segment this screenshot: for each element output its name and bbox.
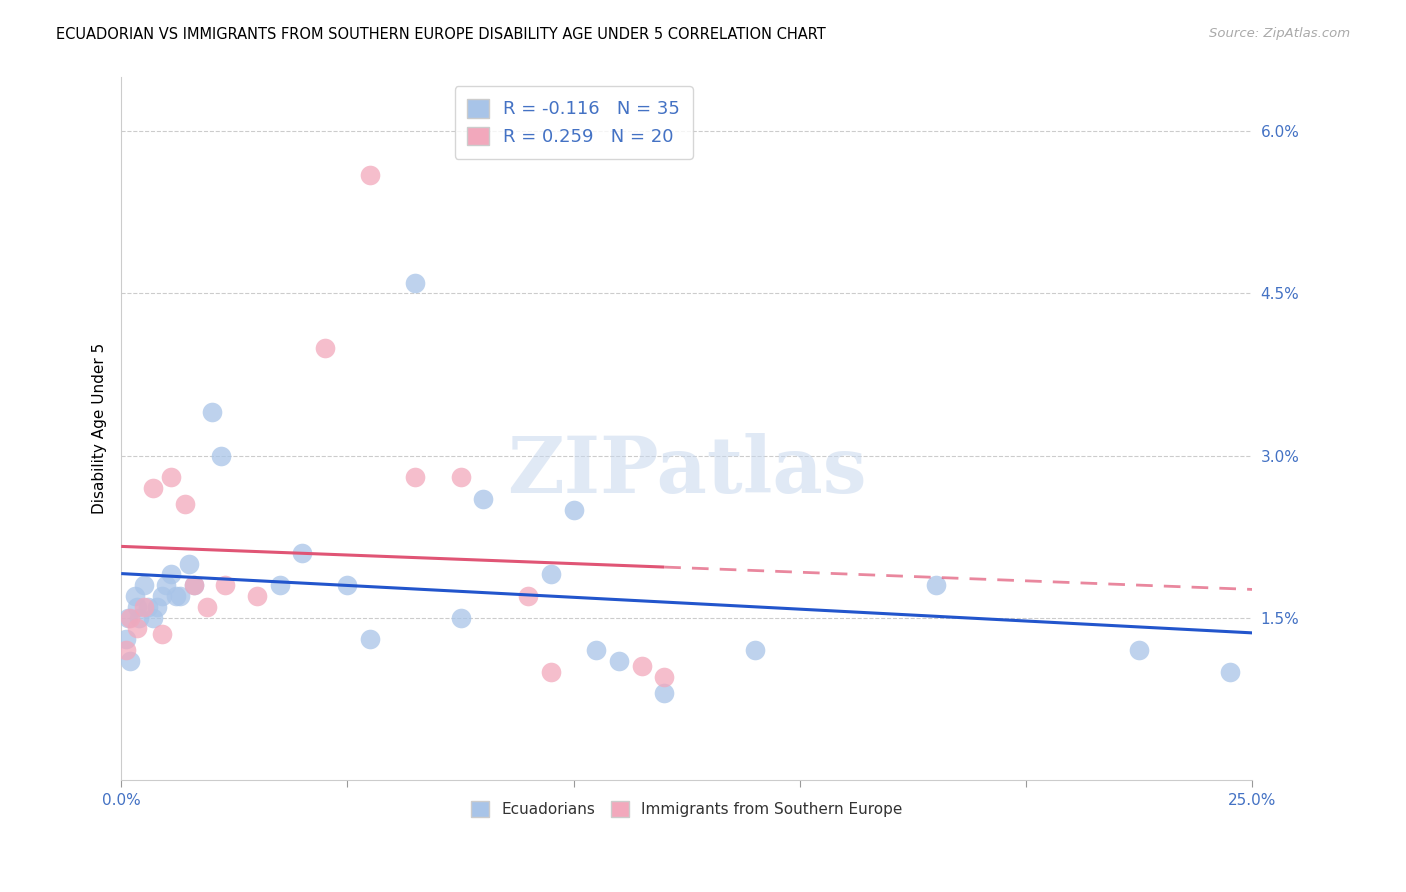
Point <box>540 665 562 679</box>
Point <box>246 589 269 603</box>
Point <box>177 557 200 571</box>
Point <box>652 686 675 700</box>
Point <box>336 578 359 592</box>
Point <box>209 449 232 463</box>
Point <box>132 599 155 614</box>
Point <box>517 589 540 603</box>
Point <box>1219 665 1241 679</box>
Point <box>142 481 165 495</box>
Point <box>128 610 150 624</box>
Point <box>404 470 426 484</box>
Legend: Ecuadorians, Immigrants from Southern Europe: Ecuadorians, Immigrants from Southern Eu… <box>464 793 910 824</box>
Point <box>183 578 205 592</box>
Point <box>160 567 183 582</box>
Point <box>117 610 139 624</box>
Point <box>125 621 148 635</box>
Point <box>150 589 173 603</box>
Point <box>450 470 472 484</box>
Point <box>150 627 173 641</box>
Y-axis label: Disability Age Under 5: Disability Age Under 5 <box>93 343 107 514</box>
Point <box>404 276 426 290</box>
Point <box>173 497 195 511</box>
Point <box>359 632 381 647</box>
Point <box>120 654 142 668</box>
Point <box>540 567 562 582</box>
Point <box>155 578 177 592</box>
Point <box>124 589 146 603</box>
Point <box>924 578 946 592</box>
Point <box>146 599 169 614</box>
Point <box>114 643 136 657</box>
Point <box>160 470 183 484</box>
Point <box>125 599 148 614</box>
Point <box>291 546 314 560</box>
Point <box>120 610 142 624</box>
Point <box>201 405 224 419</box>
Point <box>630 659 652 673</box>
Point <box>114 632 136 647</box>
Point <box>138 599 160 614</box>
Point <box>214 578 236 592</box>
Point <box>183 578 205 592</box>
Point <box>195 599 218 614</box>
Point <box>142 610 165 624</box>
Point <box>132 578 155 592</box>
Point <box>562 502 585 516</box>
Text: ECUADORIAN VS IMMIGRANTS FROM SOUTHERN EUROPE DISABILITY AGE UNDER 5 CORRELATION: ECUADORIAN VS IMMIGRANTS FROM SOUTHERN E… <box>56 27 825 42</box>
Point <box>585 643 607 657</box>
Point <box>359 168 381 182</box>
Point <box>472 491 495 506</box>
Point <box>169 589 191 603</box>
Point <box>744 643 766 657</box>
Point <box>1128 643 1150 657</box>
Point <box>607 654 630 668</box>
Point <box>450 610 472 624</box>
Point <box>314 341 336 355</box>
Text: ZIPatlas: ZIPatlas <box>508 433 866 508</box>
Point <box>165 589 187 603</box>
Point <box>652 670 675 684</box>
Text: Source: ZipAtlas.com: Source: ZipAtlas.com <box>1209 27 1350 40</box>
Point <box>269 578 291 592</box>
